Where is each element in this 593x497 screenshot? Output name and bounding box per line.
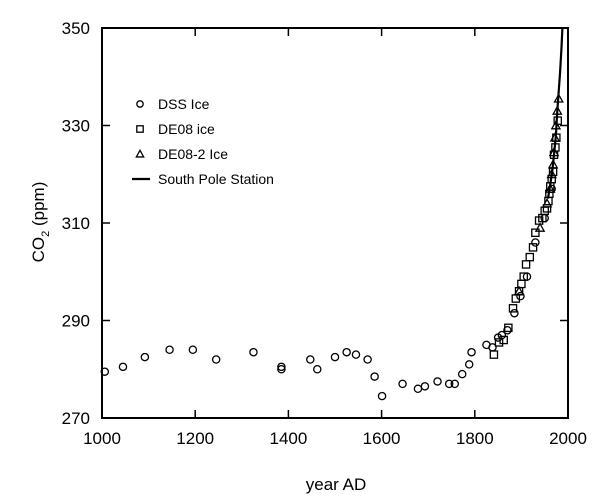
- series-dss-ice: [100, 184, 556, 401]
- data-point-de08-2-ice-1: [534, 222, 546, 232]
- data-point-dss-ice-32: [516, 291, 525, 301]
- data-point-dss-ice-13: [351, 350, 361, 359]
- data-point-de08-ice-9: [521, 260, 531, 269]
- data-point-dss-ice-16: [377, 391, 387, 401]
- x-tick-label-1800: 1800: [456, 429, 494, 448]
- data-point-dss-ice-5: [211, 355, 221, 364]
- x-tick-label-1600: 1600: [363, 429, 401, 448]
- data-point-dss-ice-20: [433, 377, 442, 386]
- data-point-de08-2-ice-0: [513, 285, 525, 296]
- y-tick-label-350: 350: [62, 19, 90, 38]
- legend-swatch-de08-2-ice: [135, 148, 145, 158]
- x-tick-label-2000: 2000: [549, 429, 587, 448]
- data-point-dss-ice-14: [363, 355, 372, 364]
- data-point-de08-ice-3: [504, 323, 513, 333]
- data-point-dss-ice-34: [531, 238, 540, 247]
- x-tick-label-1400: 1400: [269, 429, 307, 448]
- data-point-de08-ice-0: [489, 350, 499, 359]
- data-point-dss-ice-8: [277, 362, 286, 372]
- plot-frame: [101, 27, 569, 419]
- data-point-de08-2-ice-3: [545, 183, 556, 193]
- y-tick-label-290: 290: [62, 312, 90, 331]
- data-point-dss-ice-21: [444, 379, 454, 389]
- data-point-dss-ice-19: [420, 382, 430, 391]
- data-point-de08-ice-12: [531, 228, 540, 237]
- data-point-de08-ice-1: [494, 338, 504, 347]
- data-point-de08-2-ice-2: [541, 198, 553, 208]
- y-axis-title-main: CO: [29, 237, 48, 263]
- y-tick-label-330: 330: [62, 117, 90, 136]
- data-point-de08-ice-11: [528, 243, 538, 252]
- data-point-dss-ice-1: [118, 362, 128, 372]
- x-tick-label-1200: 1200: [176, 429, 214, 448]
- data-point-dss-ice-12: [342, 347, 351, 357]
- data-point-dss-ice-0: [100, 367, 110, 376]
- data-point-dss-ice-2: [140, 352, 150, 362]
- legend-swatch-de08-ice: [136, 125, 144, 133]
- legend-label-de08-ice: DE08 ice: [158, 121, 215, 137]
- y-axis-title: CO2 (ppm): [29, 182, 52, 263]
- y-axis-title-subscript: 2: [40, 231, 52, 237]
- data-point-dss-ice-11: [330, 352, 340, 362]
- legend-label-dss-ice: DSS Ice: [158, 96, 210, 112]
- data-point-dss-ice-6: [249, 347, 258, 357]
- data-point-dss-ice-23: [457, 369, 467, 379]
- data-point-dss-ice-9: [306, 355, 315, 364]
- legend-swatch-dss-ice: [136, 100, 144, 108]
- y-tick-label-310: 310: [62, 214, 90, 233]
- y-tick-label-270: 270: [62, 409, 90, 428]
- data-point-de08-ice-4: [508, 304, 518, 313]
- data-point-dss-ice-24: [464, 360, 474, 369]
- data-point-dss-ice-22: [450, 379, 460, 389]
- data-point-dss-ice-4: [188, 345, 198, 354]
- legend-label-de08-2-ice: DE08-2 Ice: [158, 146, 228, 162]
- data-point-de08-ice-10: [525, 252, 535, 262]
- y-axis-title-unit: (ppm): [29, 182, 48, 231]
- data-point-dss-ice-31: [510, 308, 519, 318]
- data-point-de08-ice-8: [519, 272, 528, 281]
- data-point-de08-ice-2: [499, 335, 508, 345]
- data-point-dss-ice-3: [165, 345, 174, 354]
- data-point-dss-ice-7: [277, 364, 286, 374]
- data-point-dss-ice-10: [313, 364, 322, 374]
- x-tick-label-1000: 1000: [83, 429, 121, 448]
- x-axis-title: year AD: [306, 475, 366, 494]
- data-point-dss-ice-25: [467, 347, 476, 357]
- data-point-de08-ice-15: [540, 206, 549, 216]
- data-point-dss-ice-18: [413, 384, 423, 393]
- data-point-de08-ice-16: [542, 204, 552, 213]
- data-point-dss-ice-17: [398, 379, 407, 389]
- data-point-dss-ice-30: [503, 325, 512, 335]
- legend-label-south-pole-station: South Pole Station: [158, 171, 274, 187]
- data-point-dss-ice-15: [370, 372, 379, 381]
- series-line-south-pole-station: [546, 27, 564, 199]
